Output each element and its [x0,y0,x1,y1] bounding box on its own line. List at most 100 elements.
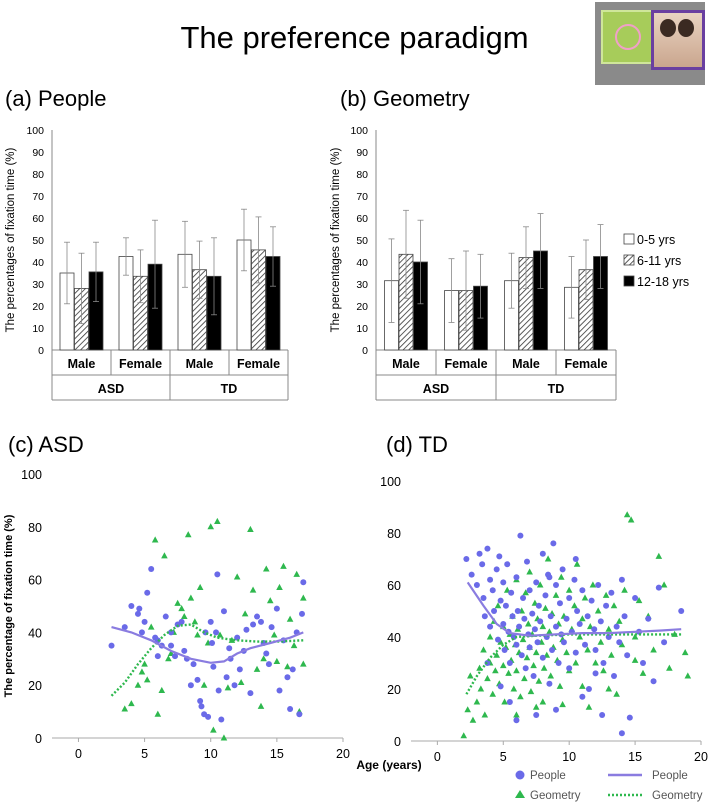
y-axis-title: The percentage of fixation time (%) [3,514,15,697]
geometry-point [477,685,485,692]
geometry-point [165,655,172,662]
people-point [650,678,657,685]
geometry-point [494,602,502,609]
people-point [296,711,303,718]
people-point [187,682,194,689]
people-point [502,602,509,609]
geometry-point [154,710,162,717]
people-point [205,713,212,720]
people-point [513,574,520,581]
geometry-point [492,667,499,674]
geometry-point [655,552,663,559]
people-point [661,639,668,646]
people-point [655,584,662,591]
people-point [526,587,533,594]
people-point [231,682,238,689]
geometry-point [293,570,301,577]
geometry-point [486,633,494,640]
y-tick-label: 90 [32,147,44,159]
people-point [526,644,533,651]
geometry-point [228,636,236,643]
geometry-point [613,690,620,697]
geometry-point [610,602,618,609]
y-tick-label: 30 [32,279,44,291]
geometry-point [196,583,204,591]
geometry-point [527,688,535,695]
geometry-point [600,667,607,674]
people-point [190,661,197,668]
geometry-point [547,672,555,679]
geometry-point [200,681,208,688]
people-point [546,574,553,581]
geometry-point [178,605,185,612]
legend-geometry-points-label: Geometry [530,790,581,802]
people-point [234,634,241,641]
people-point [584,613,591,620]
people-point [223,674,230,681]
people-point [509,613,516,620]
people-point [144,589,151,596]
geometry-point [214,517,221,525]
x-tick-label: 20 [336,747,350,761]
panel-label-c: (c) ASD [8,432,84,457]
legend-people-points-label: People [530,770,566,782]
people-point [521,615,528,622]
geometry-point [194,631,201,638]
x-tick-label: 10 [562,750,576,764]
geometry-point [621,586,628,593]
x-tick-label: 10 [204,747,218,761]
people-point [513,717,520,724]
geometry-point [572,659,580,666]
geometry-point [143,676,151,683]
y-tick-label: 80 [32,169,44,181]
geometry-point [174,599,181,606]
y-tick-label: 10 [356,323,368,335]
people-point [138,629,145,636]
geometry-point [660,581,668,588]
geometry-point [556,682,564,689]
group-label: TD [548,382,565,396]
geometry-trend-line [465,633,682,695]
people-point [566,595,573,601]
people-point [108,642,115,649]
people-point [220,608,227,615]
people-point [300,579,307,586]
geometry-point [559,701,566,708]
group-label: ASD [98,382,124,396]
geometry-point [540,664,548,671]
category-label: Male [186,357,214,371]
panel-label-a: (a) People [5,86,107,111]
geometry-point [522,589,529,596]
people-point [273,605,280,612]
geometry-point [536,581,544,588]
people-point [546,680,553,687]
people-point [618,576,625,583]
people-point [215,687,222,694]
geometry-point [257,702,265,709]
geometry-point [249,586,257,593]
people-point [487,576,494,583]
geometry-point [280,562,287,569]
y-axis-title: The percentages of fixation time (%) [330,147,342,332]
y-tick-label: 70 [356,191,368,203]
geometry-point [523,654,531,661]
people-point [463,556,470,562]
geometry-point [266,597,274,604]
people-point [537,618,544,625]
y-tick-label: 100 [26,125,44,137]
people-point [640,660,646,666]
geometry-point [505,669,512,676]
people-point [265,661,272,668]
x-tick-label: 0 [75,747,82,761]
people-point [489,587,496,594]
geometry-point [134,681,142,688]
people-point [533,579,540,586]
people-point [600,660,607,666]
people-point [518,652,525,659]
people-point [121,624,128,631]
geometry-point [608,651,615,658]
people-point [218,716,225,723]
people-point [506,660,513,666]
geometry-point [627,516,635,523]
